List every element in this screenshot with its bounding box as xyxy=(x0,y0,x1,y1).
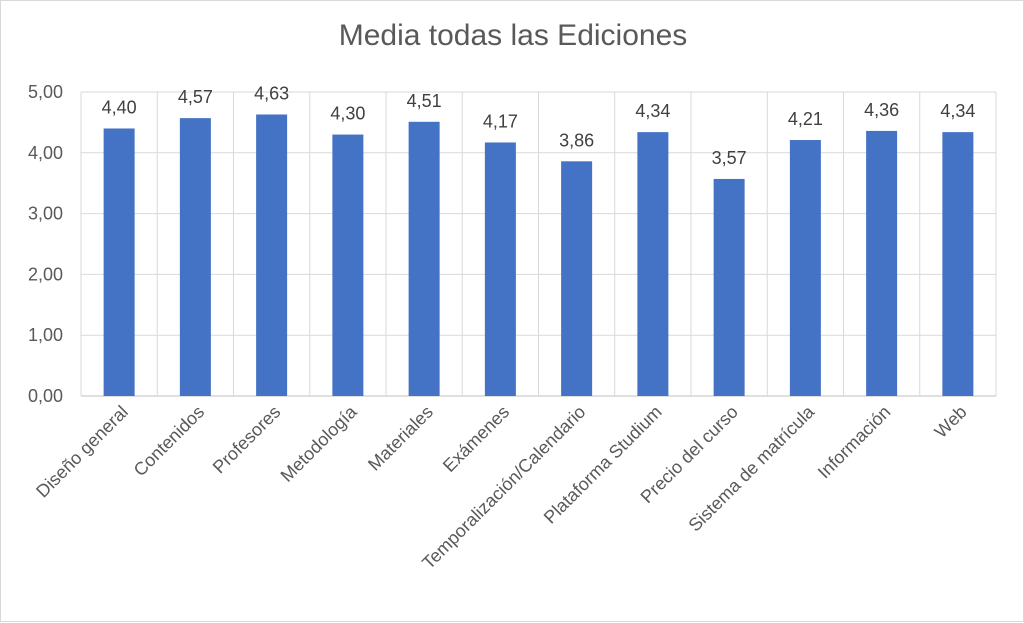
category-label: Contenidos xyxy=(130,402,209,481)
data-label: 4,57 xyxy=(178,87,213,107)
data-label: 4,51 xyxy=(407,91,442,111)
bar xyxy=(103,128,135,396)
bar xyxy=(789,140,821,396)
bar xyxy=(408,121,440,397)
category-label: Información xyxy=(814,402,895,483)
y-tick-label: 3,00 xyxy=(28,204,63,224)
data-label: 3,86 xyxy=(559,130,594,150)
data-label: 3,57 xyxy=(712,148,747,168)
category-label: Metodología xyxy=(277,401,362,486)
data-label: 4,40 xyxy=(102,97,137,117)
data-label: 4,34 xyxy=(635,101,670,121)
category-label: Temporalización/Calendario xyxy=(418,402,589,573)
bar xyxy=(942,132,974,397)
bar xyxy=(561,161,593,396)
category-label: Diseño general xyxy=(32,402,132,502)
bar xyxy=(866,130,898,397)
bar xyxy=(637,132,669,397)
data-label: 4,34 xyxy=(940,101,975,121)
y-tick-label: 1,00 xyxy=(28,325,63,345)
y-tick-label: 2,00 xyxy=(28,264,63,284)
bar xyxy=(256,114,288,396)
y-tick-label: 5,00 xyxy=(28,82,63,102)
bars xyxy=(103,114,974,397)
y-tick-label: 4,00 xyxy=(28,143,63,163)
data-label: 4,63 xyxy=(254,83,289,103)
category-label: Web xyxy=(931,402,971,442)
bar xyxy=(332,134,364,396)
data-label: 4,21 xyxy=(788,109,823,129)
bar xyxy=(484,142,516,396)
y-axis-ticks: 0,00 1,00 2,00 3,00 4,00 5,00 xyxy=(28,82,63,406)
category-label: Sistema de matrícula xyxy=(685,401,819,535)
chart-title: Media todas las Ediciones xyxy=(338,19,688,52)
data-label: 4,30 xyxy=(330,104,365,124)
gridlines xyxy=(80,91,997,397)
bar xyxy=(713,178,745,396)
category-label: Profesores xyxy=(209,402,285,478)
data-label: 4,17 xyxy=(483,111,518,131)
data-labels: 4,40 4,57 4,63 4,30 4,51 4,17 3,86 4,34 3,57 4,21… xyxy=(102,83,976,167)
y-tick-label: 0,00 xyxy=(28,386,63,406)
data-label: 4,36 xyxy=(864,100,899,120)
category-label: Materiales xyxy=(364,402,437,475)
category-label: Exámenes xyxy=(439,402,513,476)
bar xyxy=(179,118,211,397)
